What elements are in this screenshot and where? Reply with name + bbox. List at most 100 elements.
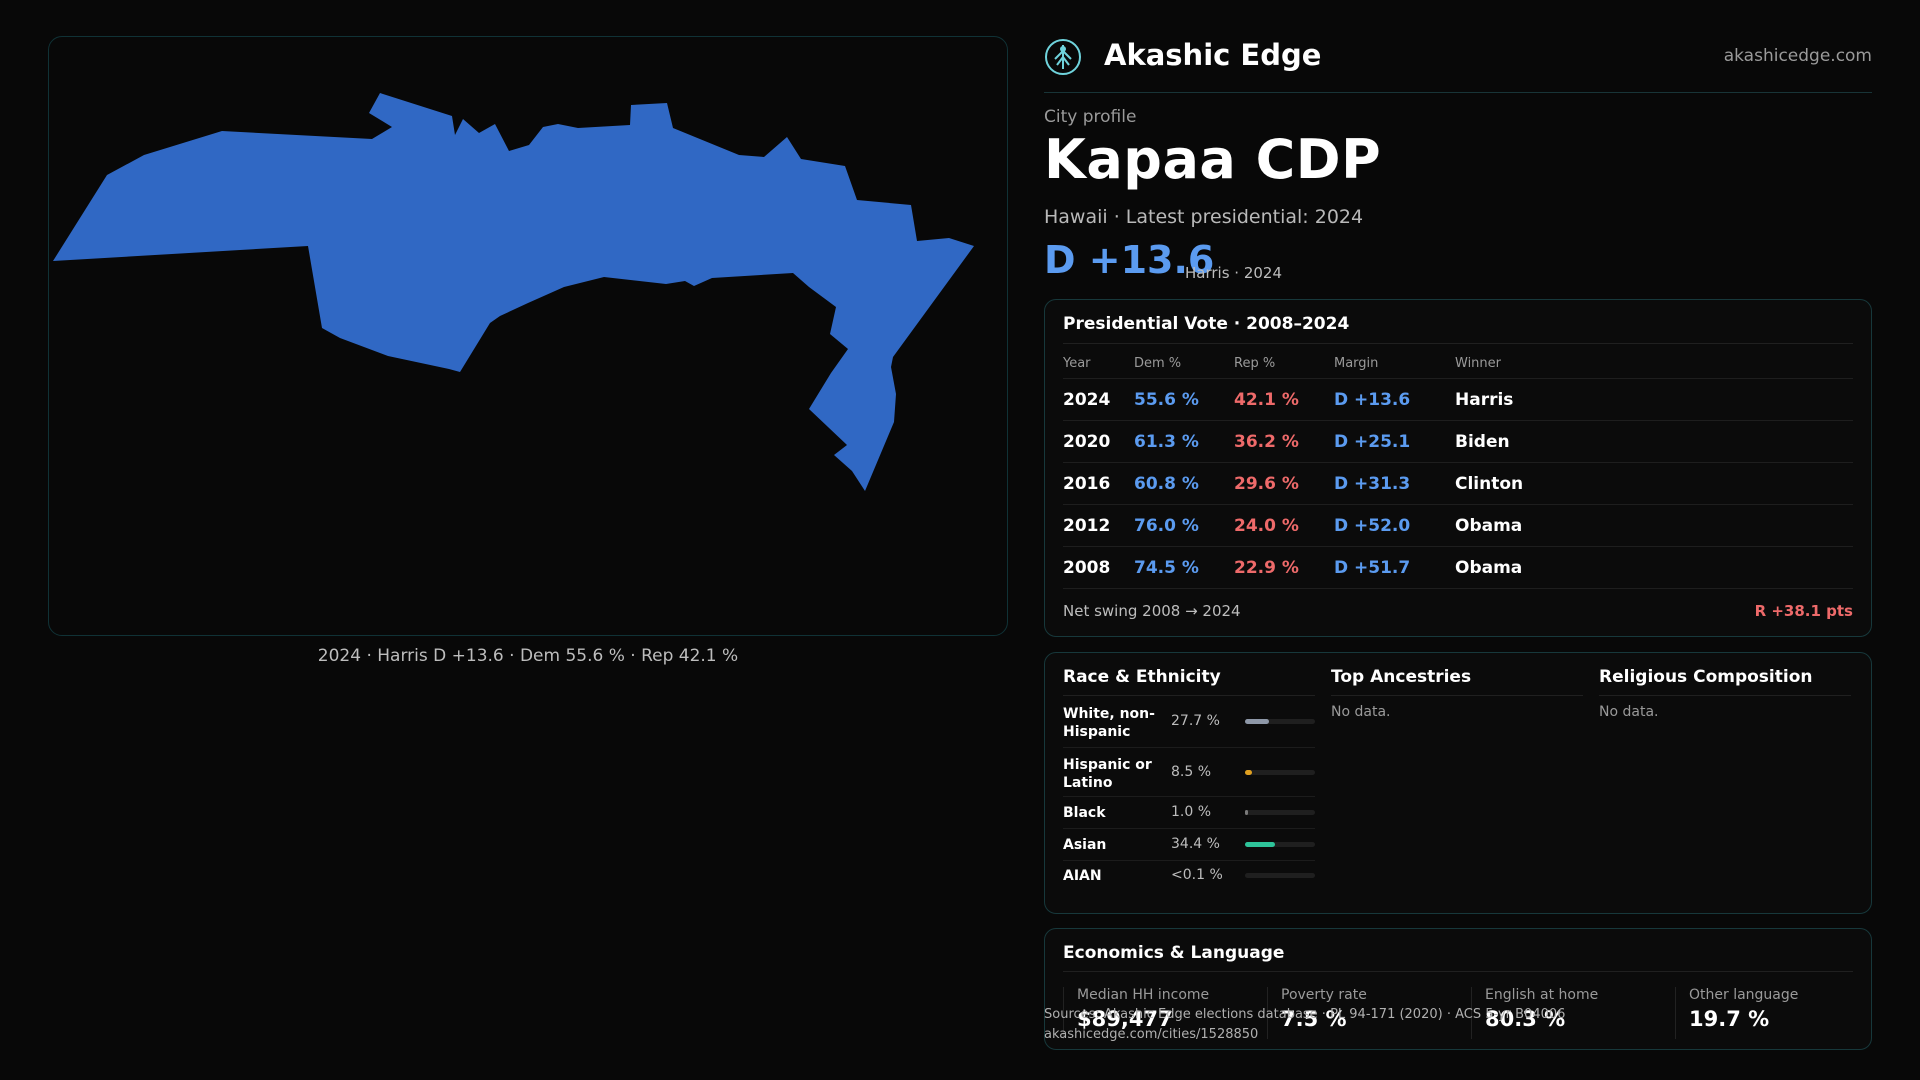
race-bar-track bbox=[1245, 770, 1315, 775]
race-label: Black bbox=[1063, 805, 1106, 821]
source-url-link[interactable]: akashicedge.com/cities/1528850 bbox=[1044, 1027, 1259, 1042]
race-pct: 27.7 % bbox=[1171, 713, 1220, 729]
stat-other-language: Other language 19.7 % bbox=[1675, 987, 1865, 1039]
divider bbox=[1063, 343, 1853, 344]
race-bar-fill bbox=[1245, 842, 1276, 847]
race-row: AIAN <0.1 % bbox=[1063, 861, 1315, 892]
cell-dem: 61.3 % bbox=[1134, 420, 1234, 463]
cell-dem: 60.8 % bbox=[1134, 462, 1234, 505]
divider bbox=[1331, 695, 1583, 696]
stat-median-income: Median HH income $89,477 bbox=[1063, 987, 1253, 1039]
race-bar-fill bbox=[1245, 810, 1248, 815]
divider bbox=[1063, 695, 1315, 696]
tree-of-life-icon[interactable] bbox=[1044, 38, 1082, 76]
map-panel bbox=[48, 36, 1008, 636]
economics-card: Economics & Language Median HH income $8… bbox=[1044, 928, 1872, 1050]
table-row: 2020 61.3 % 36.2 % D +25.1 Biden bbox=[1063, 420, 1853, 463]
ancestries-section: Top Ancestries No data. bbox=[1331, 653, 1583, 913]
race-bar-track bbox=[1245, 873, 1315, 878]
stat-value: 19.7 % bbox=[1689, 1007, 1770, 1031]
city-boundary-shape[interactable] bbox=[53, 93, 974, 491]
race-pct: <0.1 % bbox=[1171, 867, 1223, 883]
race-pct: 1.0 % bbox=[1171, 804, 1212, 820]
stat-label: English at home bbox=[1485, 987, 1599, 1003]
cell-rep: 22.9 % bbox=[1234, 546, 1334, 589]
cell-margin: D +13.6 bbox=[1334, 378, 1455, 421]
cell-margin: D +31.3 bbox=[1334, 462, 1455, 505]
cell-winner: Biden bbox=[1455, 420, 1853, 463]
cell-winner: Clinton bbox=[1455, 462, 1853, 505]
stat-english-at-home: English at home 80.3 % bbox=[1471, 987, 1661, 1039]
divider bbox=[1675, 987, 1676, 1039]
map-caption: 2024 · Harris D +13.6 · Dem 55.6 % · Rep… bbox=[317, 646, 739, 666]
ancestries-title: Top Ancestries bbox=[1331, 667, 1472, 687]
race-label: Hispanic or Latino bbox=[1063, 757, 1152, 791]
cell-rep: 29.6 % bbox=[1234, 462, 1334, 505]
race-row: Black 1.0 % bbox=[1063, 797, 1315, 829]
race-ethnicity-section: Race & Ethnicity White, non-Hispanic 27.… bbox=[1063, 653, 1315, 913]
col-header-margin: Margin bbox=[1334, 348, 1455, 379]
religion-empty: No data. bbox=[1599, 704, 1659, 720]
page-title: Kapaa CDP bbox=[1044, 128, 1382, 191]
vote-table: Year Dem % Rep % Margin Winner 2024 55.6… bbox=[1063, 348, 1853, 589]
latest-margin-note: Harris · 2024 bbox=[1185, 264, 1283, 282]
cell-dem: 76.0 % bbox=[1134, 504, 1234, 547]
economics-title: Economics & Language bbox=[1063, 943, 1285, 963]
source-footer: Sources: Akashic Edge elections database… bbox=[1044, 1005, 1565, 1045]
brand-url-link[interactable]: akashicedge.com bbox=[1723, 46, 1872, 66]
stat-value: $89,477 bbox=[1077, 1007, 1173, 1031]
col-header-year: Year bbox=[1063, 348, 1134, 379]
divider bbox=[1599, 695, 1851, 696]
divider bbox=[1063, 987, 1064, 1039]
race-bar-track bbox=[1245, 810, 1315, 815]
cell-margin: D +51.7 bbox=[1334, 546, 1455, 589]
stat-label: Other language bbox=[1689, 987, 1799, 1003]
race-label: Asian bbox=[1063, 837, 1107, 853]
cell-rep: 36.2 % bbox=[1234, 420, 1334, 463]
cell-year: 2024 bbox=[1063, 378, 1134, 421]
cell-winner: Obama bbox=[1455, 504, 1853, 547]
race-bar-track bbox=[1245, 842, 1315, 847]
col-header-dem: Dem % bbox=[1134, 348, 1234, 379]
stat-value: 80.3 % bbox=[1485, 1007, 1566, 1031]
net-swing-label: Net swing 2008 → 2024 bbox=[1063, 602, 1241, 620]
race-pct: 8.5 % bbox=[1171, 764, 1212, 780]
race-row: Asian 34.4 % bbox=[1063, 829, 1315, 861]
cell-year: 2020 bbox=[1063, 420, 1134, 463]
race-label: AIAN bbox=[1063, 868, 1102, 884]
race-row: White, non-Hispanic 27.7 % bbox=[1063, 699, 1315, 748]
divider bbox=[1063, 971, 1853, 972]
page-eyebrow: City profile bbox=[1044, 107, 1137, 127]
cell-year: 2016 bbox=[1063, 462, 1134, 505]
col-header-winner: Winner bbox=[1455, 348, 1853, 379]
race-bar-fill bbox=[1245, 719, 1270, 724]
stat-value: 7.5 % bbox=[1281, 1007, 1347, 1031]
latest-margin: D +13.6 bbox=[1044, 238, 1215, 282]
cell-dem: 74.5 % bbox=[1134, 546, 1234, 589]
cell-margin: D +25.1 bbox=[1334, 420, 1455, 463]
col-header-rep: Rep % bbox=[1234, 348, 1334, 379]
divider bbox=[1267, 987, 1268, 1039]
ancestries-empty: No data. bbox=[1331, 704, 1391, 720]
vote-card-title: Presidential Vote · 2008–2024 bbox=[1063, 314, 1350, 334]
brand-header: Akashic Edge akashicedge.com bbox=[1044, 34, 1872, 90]
cell-winner: Harris bbox=[1455, 378, 1853, 421]
race-bar-track bbox=[1245, 719, 1315, 724]
race-label: White, non-Hispanic bbox=[1063, 706, 1155, 740]
divider bbox=[1471, 987, 1472, 1039]
demographics-card: Race & Ethnicity White, non-Hispanic 27.… bbox=[1044, 652, 1872, 914]
page-subtitle: Hawaii · Latest presidential: 2024 bbox=[1044, 206, 1364, 228]
religion-title: Religious Composition bbox=[1599, 667, 1813, 687]
table-row: 2024 55.6 % 42.1 % D +13.6 Harris bbox=[1063, 378, 1853, 421]
brand-name[interactable]: Akashic Edge bbox=[1104, 38, 1322, 72]
race-title: Race & Ethnicity bbox=[1063, 667, 1221, 687]
cell-rep: 24.0 % bbox=[1234, 504, 1334, 547]
header-divider bbox=[1044, 92, 1872, 93]
table-header-row: Year Dem % Rep % Margin Winner bbox=[1063, 348, 1853, 379]
stat-poverty-rate: Poverty rate 7.5 % bbox=[1267, 987, 1457, 1039]
presidential-vote-card: Presidential Vote · 2008–2024 Year Dem %… bbox=[1044, 299, 1872, 637]
cell-dem: 55.6 % bbox=[1134, 378, 1234, 421]
source-line: Sources: Akashic Edge elections database… bbox=[1044, 1007, 1566, 1022]
table-row: 2016 60.8 % 29.6 % D +31.3 Clinton bbox=[1063, 462, 1853, 505]
religion-section: Religious Composition No data. bbox=[1599, 653, 1851, 913]
